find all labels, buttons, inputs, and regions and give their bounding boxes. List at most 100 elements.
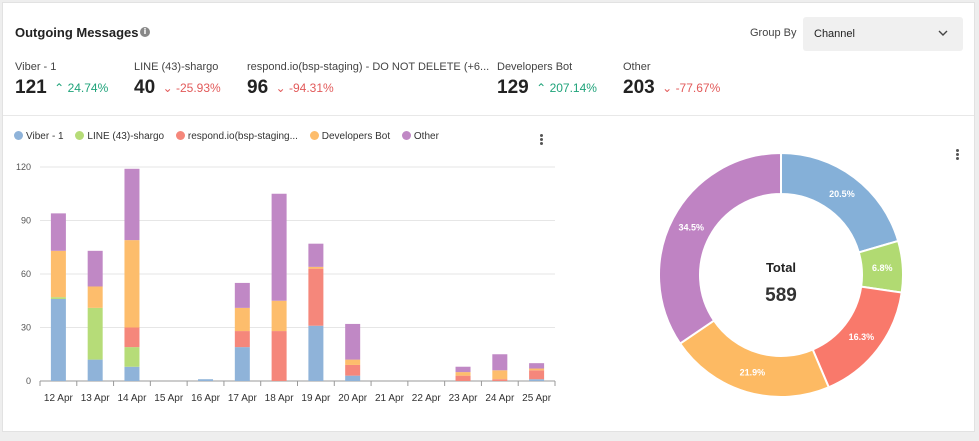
bar-segment [345, 375, 361, 381]
x-tick-label: 12 Apr [44, 393, 74, 404]
y-tick-label: 60 [21, 269, 31, 279]
legend-item[interactable]: LINE (43)-shargo [75, 131, 164, 142]
bar-segment [308, 243, 324, 267]
bar-segment [308, 266, 324, 269]
bar-segment [345, 359, 361, 365]
outgoing-messages-card: Outgoing Messages i Group By Channel Vib… [2, 2, 975, 432]
bar-segment [529, 370, 545, 380]
bar-segment [492, 370, 508, 380]
bar-segment [271, 300, 287, 332]
chart-legend: Viber - 1 LINE (43)-shargo respond.io(bs… [14, 131, 448, 142]
arrow-down-icon: ⌄ [662, 81, 673, 95]
stat-value: 40 [134, 77, 156, 98]
arrow-down-icon: ⌄ [275, 81, 286, 95]
arrow-down-icon: ⌄ [162, 81, 173, 95]
x-tick-label: 20 Apr [338, 393, 368, 404]
x-tick-label: 21 Apr [375, 393, 405, 404]
x-tick-label: 15 Apr [154, 393, 184, 404]
donut-center-value: 589 [765, 285, 797, 306]
x-tick-label: 14 Apr [118, 393, 148, 404]
bar-segment [529, 363, 545, 369]
bar-segment [234, 331, 250, 348]
bar-segment [271, 331, 287, 381]
bar-segment [529, 379, 545, 381]
x-tick-label: 22 Apr [412, 393, 442, 404]
donut-slice [780, 151, 900, 254]
divider [3, 115, 974, 116]
bar-segment [455, 372, 471, 376]
bar-segment [87, 359, 103, 381]
bar-segment [492, 354, 508, 371]
x-tick-label: 18 Apr [265, 393, 295, 404]
stat-change: ⌃ 24.74% [54, 81, 109, 95]
stat-respond: respond.io(bsp-staging) - DO NOT DELETE … [247, 61, 489, 99]
x-tick-label: 19 Apr [301, 393, 331, 404]
legend-item[interactable]: Viber - 1 [14, 131, 64, 142]
x-tick-label: 23 Apr [449, 393, 479, 404]
bar-chart-menu-icon[interactable] [540, 133, 544, 146]
bar-segment [492, 379, 508, 381]
bar-chart: 0 30 60 90 120 12 Apr 13 Apr 14 Apr 15 Apr 16 Apr… [16, 162, 556, 404]
stat-change: ⌄ -94.31% [275, 81, 334, 95]
group-by-label: Group By [750, 27, 797, 39]
bar-segment [124, 366, 140, 381]
chevron-down-icon [938, 30, 948, 36]
legend-item[interactable]: Other [401, 131, 439, 142]
stat-change: ⌄ -77.67% [662, 81, 721, 95]
bar-segment [234, 307, 250, 332]
slice-label: 16.3% [849, 332, 875, 342]
bar-segment [124, 327, 140, 348]
x-tick-label: 17 Apr [228, 393, 258, 404]
slice-label: 6.8% [872, 263, 893, 273]
bar-segment [271, 193, 287, 301]
y-tick-label: 90 [21, 216, 31, 226]
bar-segment [87, 286, 103, 308]
stat-label: respond.io(bsp-staging) - DO NOT DELETE … [247, 61, 490, 73]
donut-slice [678, 319, 831, 398]
bar-segment [50, 250, 66, 298]
y-tick-label: 120 [16, 162, 31, 172]
stat-label: Other [623, 61, 651, 73]
bar-segment [50, 297, 66, 299]
bar-segment [455, 375, 471, 381]
info-icon[interactable]: i [140, 27, 150, 37]
arrow-up-icon: ⌃ [536, 81, 547, 95]
slice-label: 34.5% [679, 223, 705, 233]
stat-value: 129 [497, 77, 529, 98]
bar-segment [87, 307, 103, 360]
y-tick-label: 0 [26, 376, 31, 386]
x-tick-label: 24 Apr [485, 393, 515, 404]
bar-segment [345, 323, 361, 360]
stat-label: Viber - 1 [15, 61, 57, 73]
bar-segment [124, 240, 140, 328]
group-by-value: Channel [814, 28, 855, 40]
donut-slice [658, 151, 782, 345]
stat-line: LINE (43)-shargo 40 ⌄ -25.93% [134, 61, 221, 99]
stat-change: ⌃ 207.14% [536, 81, 597, 95]
group-by-select[interactable]: Channel [803, 17, 963, 51]
stat-value: 96 [247, 77, 269, 98]
stat-label: LINE (43)-shargo [134, 61, 219, 73]
x-tick-label: 25 Apr [522, 393, 552, 404]
bar-segment [308, 268, 324, 326]
x-tick-label: 16 Apr [191, 393, 221, 404]
stat-change: ⌄ -25.93% [162, 81, 221, 95]
bar-segment [124, 347, 140, 367]
x-tick-label: 13 Apr [81, 393, 111, 404]
donut-chart: 20.5% 6.8% 16.3% 21.9% 34.5% Total 589 [658, 151, 904, 398]
stat-other: Other 203 ⌄ -77.67% [623, 61, 720, 99]
bar-segment [50, 213, 66, 251]
stat-label: Developers Bot [497, 61, 573, 73]
y-tick-label: 30 [21, 323, 31, 333]
legend-item[interactable]: respond.io(bsp-staging... [175, 131, 298, 142]
bar-segment [234, 347, 250, 381]
stat-value: 121 [15, 77, 47, 98]
donut-chart-menu-icon[interactable] [956, 148, 960, 161]
slice-label: 20.5% [829, 189, 855, 199]
slice-label: 21.9% [740, 367, 766, 377]
donut-center-label: Total [766, 260, 796, 275]
stat-developers-bot: Developers Bot 129 ⌃ 207.14% [497, 61, 597, 99]
bar-segment [124, 168, 140, 241]
legend-item[interactable]: Developers Bot [309, 131, 390, 142]
bar-segment [529, 368, 545, 371]
